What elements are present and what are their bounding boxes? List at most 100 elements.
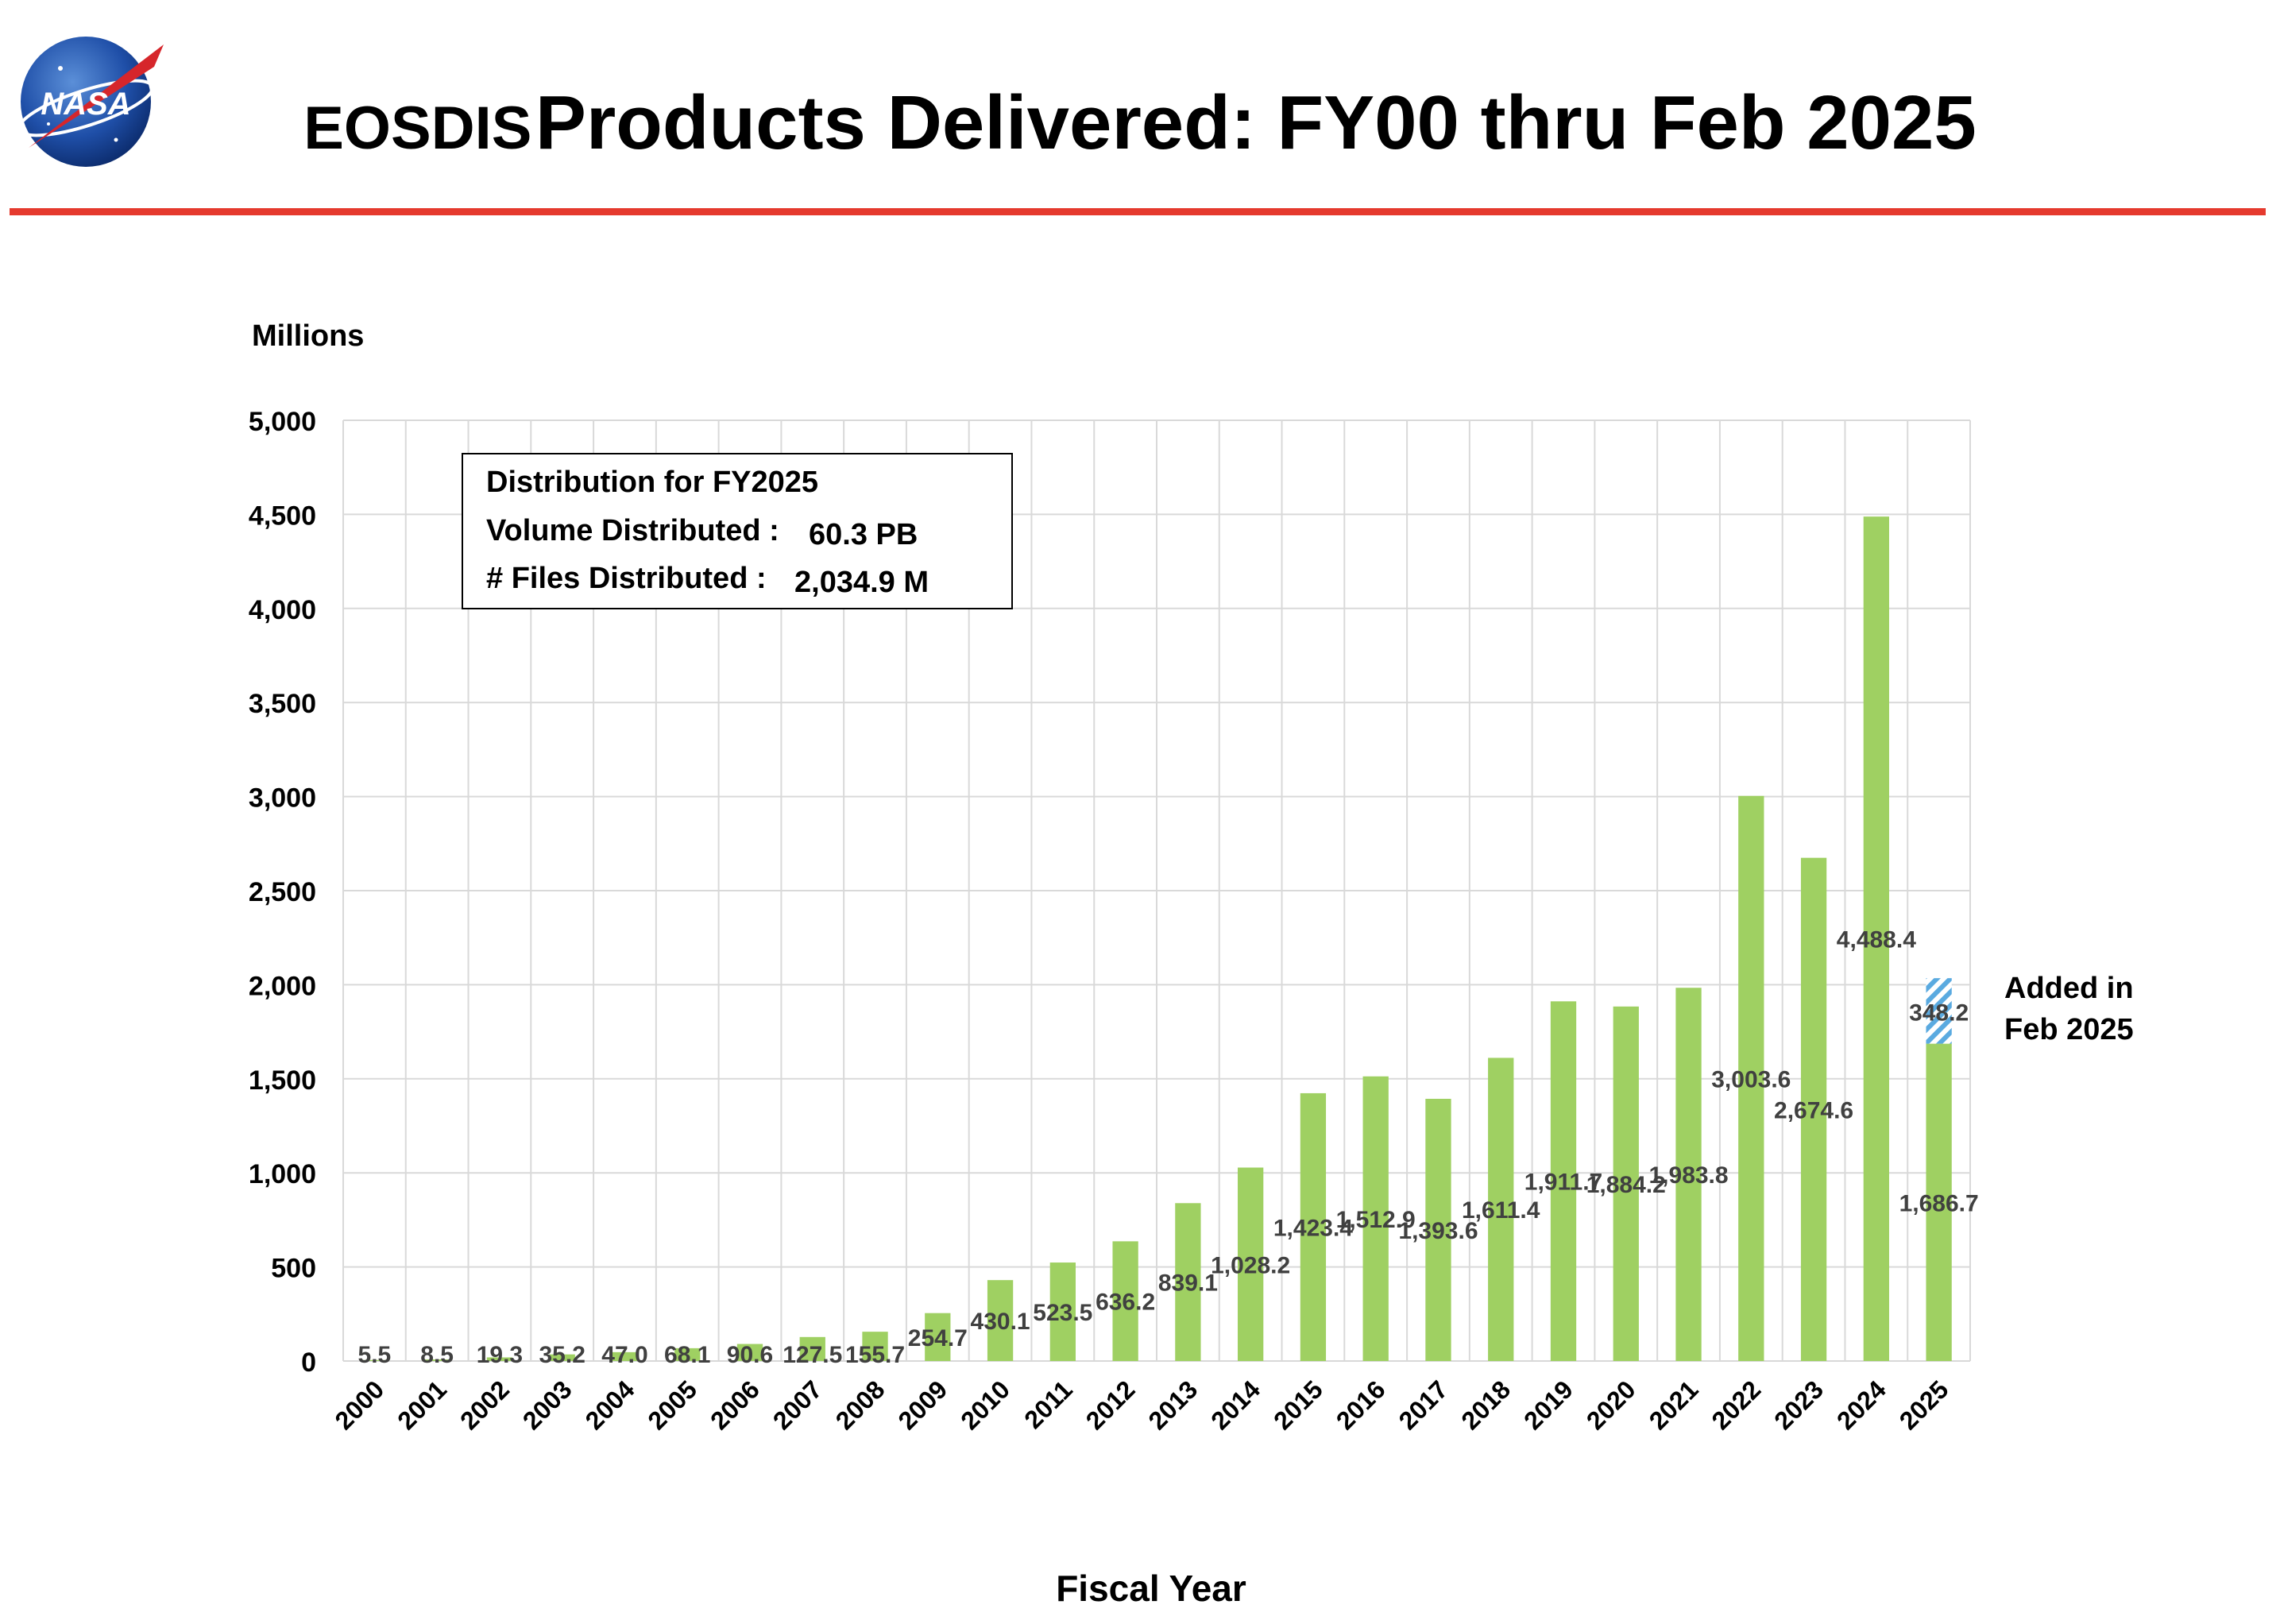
bar-added-feb: [1926, 978, 1952, 1044]
bar: [987, 1280, 1014, 1361]
x-tick-label: 2019: [1518, 1375, 1579, 1435]
chart-grid: [342, 420, 1971, 1362]
data-label: 430.1: [971, 1309, 1030, 1335]
data-label: 839.1: [1158, 1270, 1218, 1297]
annotation: Added in Feb 2025: [2004, 972, 2134, 1046]
data-label: 3,003.6: [1711, 1066, 1791, 1092]
annotation-line2: Feb 2025: [2004, 1013, 2134, 1046]
chart-bars: [361, 516, 1952, 1361]
data-label: 1,423.4: [1273, 1215, 1353, 1241]
info-box-title: Distribution for FY2025: [486, 466, 818, 499]
bar: [1675, 988, 1702, 1361]
bar: [1613, 1006, 1639, 1361]
x-tick-label: 2005: [642, 1375, 702, 1435]
x-tick-label: 2009: [892, 1375, 953, 1435]
x-tick-label: 2013: [1143, 1375, 1204, 1435]
x-tick-label: 2004: [580, 1375, 640, 1435]
x-tick-label: 2006: [705, 1375, 765, 1435]
bar: [1112, 1241, 1138, 1361]
y-tick-label: 2,500: [249, 877, 316, 907]
data-label: 523.5: [1033, 1300, 1092, 1326]
y-tick-label: 3,500: [249, 689, 316, 719]
x-tick-label: 2025: [1894, 1375, 1954, 1435]
x-tick-label: 2017: [1393, 1375, 1454, 1435]
bar: [799, 1336, 825, 1361]
data-label: 8.5: [420, 1342, 454, 1368]
bar: [674, 1348, 701, 1361]
x-tick-label: 2003: [517, 1375, 578, 1435]
y-axis-ticks: 0 500 1,000 1,500 2,000 2,500 3,000 3,500 4,000 4…: [249, 407, 316, 1378]
x-tick-label: 2001: [392, 1375, 452, 1435]
bar: [862, 1332, 888, 1361]
annotation-line1: Added in: [2004, 972, 2134, 1005]
bar: [424, 1359, 450, 1361]
bar: [486, 1357, 513, 1361]
y-tick-label: 2,000: [249, 971, 316, 1001]
data-label: 1,028.2: [1211, 1252, 1290, 1278]
header-rule: [10, 208, 2266, 215]
x-tick-label: 2000: [330, 1375, 390, 1435]
data-label: 1,884.2: [1586, 1172, 1666, 1198]
data-label: 90.6: [727, 1342, 773, 1368]
info-box: Distribution for FY2025 Volume Distribut…: [462, 453, 1013, 609]
x-tick-label: 2016: [1331, 1375, 1391, 1435]
data-label-added: 348.2: [1909, 1000, 1969, 1026]
bar: [549, 1354, 575, 1361]
info-box-files-value: 2,034.9 M: [794, 566, 929, 599]
data-label: 68.1: [664, 1342, 710, 1368]
data-label: 4,488.4: [1837, 927, 1916, 953]
x-axis-label: Fiscal Year: [1056, 1568, 1246, 1609]
x-tick-label: 2022: [1706, 1375, 1766, 1435]
bar: [1300, 1092, 1327, 1361]
x-tick-label: 2011: [1018, 1375, 1078, 1434]
bar: [1425, 1098, 1451, 1361]
y-tick-label: 500: [271, 1254, 316, 1284]
data-label: 1,983.8: [1648, 1162, 1728, 1189]
x-tick-label: 2021: [1644, 1375, 1704, 1435]
bar: [1049, 1262, 1076, 1361]
x-tick-label: 2007: [767, 1375, 828, 1435]
y-tick-label: 5,000: [249, 407, 316, 437]
title-part1: EOSDIS: [303, 95, 532, 162]
x-axis-ticks: 2000 2001 2002 2003 2004 2005 2006 2007 2008 2009…: [330, 1375, 1954, 1435]
nasa-logo-text: NASA: [41, 87, 130, 122]
x-tick-label: 2015: [1268, 1375, 1328, 1435]
page-title: EOSDIS Products Delivered: FY00 thru Feb…: [0, 79, 2280, 167]
y-tick-label: 4,500: [249, 501, 316, 531]
y-tick-label: 1,500: [249, 1065, 316, 1096]
data-label: 1,611.4: [1462, 1197, 1540, 1224]
bar: [1362, 1076, 1389, 1361]
data-label: 1,686.7: [1899, 1190, 1979, 1216]
y-tick-label: 1,000: [249, 1159, 316, 1189]
bar: [736, 1344, 763, 1361]
data-label: 35.2: [539, 1342, 585, 1368]
data-label: 5.5: [358, 1342, 392, 1368]
nasa-logo: NASA: [13, 29, 172, 172]
y-tick-label: 3,000: [249, 783, 316, 814]
bar: [1738, 795, 1764, 1361]
bar: [1238, 1167, 1264, 1361]
bar: [1863, 516, 1889, 1361]
x-tick-label: 2024: [1831, 1375, 1892, 1435]
x-tick-label: 2020: [1581, 1375, 1641, 1435]
bar: [1488, 1058, 1514, 1361]
info-box-volume-label: Volume Distributed :: [486, 514, 779, 547]
x-tick-label: 2023: [1768, 1375, 1829, 1435]
x-tick-label: 2008: [830, 1375, 891, 1435]
bar: [1175, 1203, 1201, 1361]
y-tick-label: 4,000: [249, 595, 316, 625]
value-labels: 5.5 8.5 19.3 35.2 47.0 68.1 90.6 127.5 155.7254.…: [358, 927, 1979, 1368]
data-label: 1,393.6: [1398, 1218, 1478, 1244]
bar: [1800, 857, 1827, 1361]
bar: [361, 1359, 388, 1361]
data-label: 1,911.7: [1525, 1170, 1602, 1196]
bar: [1926, 1043, 1952, 1361]
data-label: 155.7: [845, 1342, 905, 1368]
data-label: 19.3: [477, 1342, 523, 1368]
y-tick-label: 0: [301, 1348, 316, 1378]
x-tick-label: 2014: [1205, 1375, 1266, 1435]
y-axis-label: Millions: [252, 319, 364, 353]
bar: [612, 1351, 638, 1361]
data-label: 636.2: [1096, 1290, 1155, 1316]
